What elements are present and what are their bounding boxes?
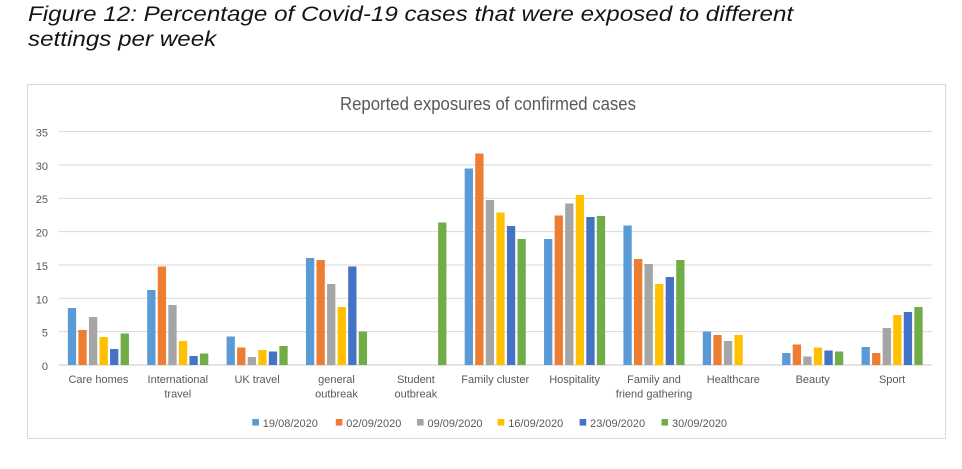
- svg-text:Student: Student: [397, 374, 435, 386]
- svg-text:Healthcare: Healthcare: [707, 374, 760, 386]
- svg-text:outbreak: outbreak: [315, 389, 358, 401]
- svg-text:Beauty: Beauty: [796, 374, 831, 386]
- svg-text:friend gathering: friend gathering: [616, 389, 692, 401]
- svg-text:Family cluster: Family cluster: [461, 374, 529, 386]
- svg-text:10: 10: [36, 294, 48, 306]
- svg-text:25: 25: [36, 194, 48, 206]
- svg-text:09/09/2020: 09/09/2020: [428, 418, 483, 430]
- svg-text:16/09/2020: 16/09/2020: [508, 418, 563, 430]
- svg-text:23/09/2020: 23/09/2020: [590, 418, 645, 430]
- svg-text:Hospitality: Hospitality: [549, 374, 600, 386]
- svg-text:Reported exposures of confirme: Reported exposures of confirmed cases: [340, 94, 636, 114]
- svg-text:19/08/2020: 19/08/2020: [263, 418, 318, 430]
- svg-text:outbreak: outbreak: [394, 389, 437, 401]
- svg-text:0: 0: [42, 361, 48, 373]
- svg-text:20: 20: [36, 228, 48, 240]
- svg-text:Sport: Sport: [879, 374, 905, 386]
- svg-text:Family and: Family and: [627, 374, 681, 386]
- svg-text:5: 5: [42, 328, 48, 340]
- svg-text:International: International: [148, 374, 209, 386]
- svg-text:UK travel: UK travel: [234, 374, 279, 386]
- svg-text:35: 35: [36, 128, 48, 140]
- svg-text:30: 30: [36, 161, 48, 173]
- svg-text:general: general: [318, 374, 355, 386]
- svg-text:30/09/2020: 30/09/2020: [672, 418, 727, 430]
- svg-text:02/09/2020: 02/09/2020: [346, 418, 401, 430]
- svg-text:travel: travel: [164, 389, 191, 401]
- svg-text:15: 15: [36, 261, 48, 273]
- svg-text:Care homes: Care homes: [68, 374, 128, 386]
